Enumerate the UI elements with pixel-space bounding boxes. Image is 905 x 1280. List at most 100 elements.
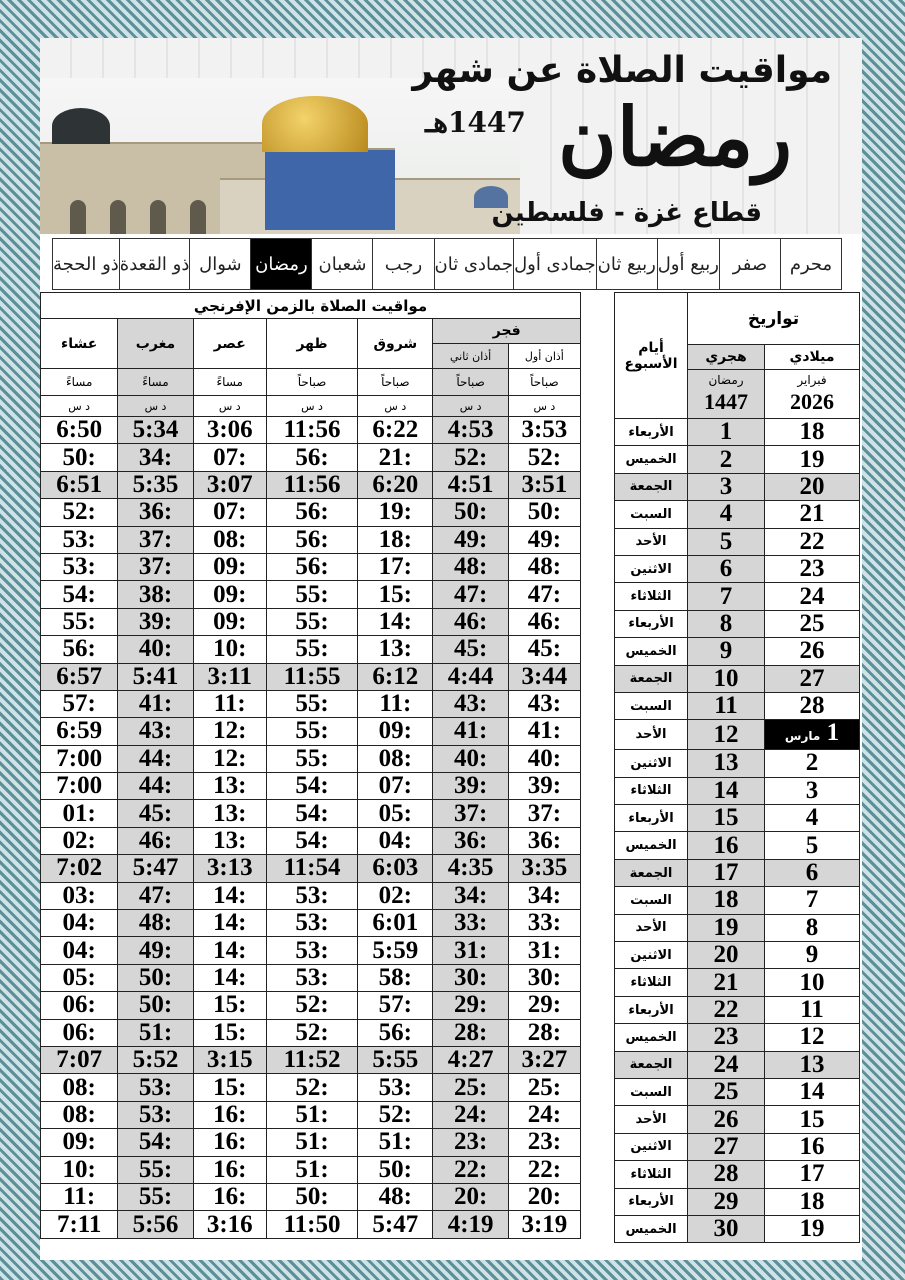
month-strip: محرم صفر ربيع أول ربيع ثان جمادى أول جمادى ثا… bbox=[52, 238, 842, 290]
asr-time: :08 bbox=[192, 525, 267, 554]
fajr2-time: :37 bbox=[432, 799, 509, 828]
fajr2-time: :46 bbox=[432, 607, 509, 637]
weekday: الأربعاء bbox=[614, 995, 688, 1025]
fajr1-time: :46 bbox=[507, 607, 582, 637]
date-row: 12 23 الخميس bbox=[614, 1023, 860, 1052]
gregorian-day: 25 bbox=[764, 609, 860, 639]
maghrib-time: :50 bbox=[117, 963, 194, 993]
asr-period: مساءً bbox=[192, 368, 267, 396]
location: قطاع غزة - فلسطين bbox=[491, 198, 762, 228]
date-row: 19 30 الخميس bbox=[614, 1214, 860, 1244]
maghrib-time: 5:35 bbox=[117, 470, 194, 500]
month-title: رمضان bbox=[558, 90, 792, 184]
shurooq-time: 6:03 bbox=[357, 854, 434, 883]
fajr1-time: :47 bbox=[507, 580, 582, 609]
fajr2-time: :50 bbox=[432, 498, 509, 527]
fajr1-time: 3:51 bbox=[507, 470, 582, 500]
table-row: :34:34:02:53:14:47:03 bbox=[39, 881, 582, 911]
fajr2-time: :49 bbox=[432, 525, 509, 554]
maghrib-time: :55 bbox=[117, 1182, 194, 1212]
shurooq-time: :52 bbox=[357, 1100, 434, 1130]
fajr1-time: :24 bbox=[507, 1100, 582, 1130]
fajr2-time: :40 bbox=[432, 744, 509, 774]
gregorian-day: 9 bbox=[764, 941, 860, 970]
maghrib-time: 5:41 bbox=[117, 662, 194, 691]
weekday: الاثنين bbox=[614, 941, 688, 970]
asr-time: :09 bbox=[192, 607, 267, 637]
table-row: :45:45:13:55:10:40:56 bbox=[39, 635, 582, 664]
fajr1-time: :43 bbox=[507, 689, 582, 719]
gregorian-day: 19 bbox=[764, 445, 860, 474]
hijri-day: 5 bbox=[687, 527, 765, 556]
fajr2-time: :33 bbox=[432, 909, 509, 938]
month-tab: ذو القعدة bbox=[118, 239, 189, 289]
maghrib-time: 5:47 bbox=[117, 854, 194, 883]
fajr1-time: :49 bbox=[507, 525, 582, 554]
fajr2-period: صباحاً bbox=[432, 368, 509, 396]
hijri-day: 4 bbox=[687, 500, 765, 529]
weekday: الخميس bbox=[614, 831, 688, 860]
isha-time: :03 bbox=[39, 881, 119, 911]
shurooq-time: :14 bbox=[357, 607, 434, 637]
table-row: :43:43:11:55:11:41:57 bbox=[39, 689, 582, 719]
asr-time: 3:06 bbox=[192, 415, 267, 445]
asr-time: 3:11 bbox=[192, 662, 267, 691]
gregorian-month-year: فبراير 2026 bbox=[764, 369, 860, 419]
isha-unit: د س bbox=[39, 395, 119, 417]
shurooq-time: 5:47 bbox=[357, 1210, 434, 1239]
weekday: الأحد bbox=[614, 913, 688, 943]
date-row: 28 11 السبت bbox=[614, 691, 860, 721]
hijri-day: 15 bbox=[687, 804, 765, 833]
fajr2-time: :28 bbox=[432, 1018, 509, 1047]
hijri-day: 1 bbox=[687, 417, 765, 447]
table-row: 3:27 4:27 5:55 11:52 3:15 5:52 7:07 bbox=[39, 1045, 582, 1075]
fajr1-time: :25 bbox=[507, 1073, 582, 1102]
maghrib-time: :45 bbox=[117, 799, 194, 828]
fajr2-time: :24 bbox=[432, 1100, 509, 1130]
gregorian-day: 27 bbox=[764, 664, 860, 693]
table-row: :23:23:51:51:16:54:09 bbox=[39, 1128, 582, 1157]
maghrib-time: :39 bbox=[117, 607, 194, 637]
gregorian-day: 15 bbox=[764, 1105, 860, 1134]
asr-time: :16 bbox=[192, 1182, 267, 1212]
hijri-day: 28 bbox=[687, 1160, 765, 1189]
fajr2-time: :48 bbox=[432, 552, 509, 582]
table-row: :37:37:05:54:13:45:01 bbox=[39, 799, 582, 828]
date-row: 9 20 الاثنين bbox=[614, 941, 860, 970]
maghrib-time: 5:52 bbox=[117, 1045, 194, 1075]
fajr1-time: :33 bbox=[507, 909, 582, 938]
isha-time: 7:02 bbox=[39, 854, 119, 883]
shurooq-time: :56 bbox=[357, 1018, 434, 1047]
maghrib-time: :55 bbox=[117, 1155, 194, 1184]
asr-time: :07 bbox=[192, 443, 267, 472]
isha-time: 6:57 bbox=[39, 662, 119, 691]
isha-period: مساءً bbox=[39, 368, 119, 396]
gregorian-day: 22 bbox=[764, 527, 860, 556]
table-row: 3:44 4:44 6:12 11:55 3:11 5:41 6:57 bbox=[39, 662, 582, 691]
weekday: الثلاثاء bbox=[614, 582, 688, 611]
dhuhr-time: :51 bbox=[265, 1128, 359, 1157]
gregorian-day: 14 bbox=[764, 1077, 860, 1107]
hijri-day: 25 bbox=[687, 1077, 765, 1107]
gregorian-day: 23 bbox=[764, 554, 860, 584]
hijri-day: 16 bbox=[687, 831, 765, 860]
maghrib-time: :46 bbox=[117, 826, 194, 856]
dhuhr-time: :55 bbox=[265, 607, 359, 637]
table-row: :40:40:08:55:12:44 7:00 bbox=[39, 744, 582, 774]
table-row: 3:19 4:19 5:47 11:50 3:16 5:56 7:11 bbox=[39, 1210, 582, 1239]
table-row: 3:53 4:53 6:22 11:56 3:06 5:34 6:50 bbox=[39, 415, 582, 445]
asr-time: :13 bbox=[192, 772, 267, 801]
maghrib-header: مغرب bbox=[117, 318, 194, 369]
fajr1-time: :31 bbox=[507, 936, 582, 965]
maghrib-time: :50 bbox=[117, 991, 194, 1020]
dhuhr-time: :51 bbox=[265, 1155, 359, 1184]
date-row: 16 27 الاثنين bbox=[614, 1132, 860, 1162]
fajr1-period: صباحاً bbox=[507, 368, 582, 396]
asr-time: :12 bbox=[192, 744, 267, 774]
shurooq-time: :17 bbox=[357, 552, 434, 582]
shurooq-time: :13 bbox=[357, 635, 434, 664]
date-row: 4 15 الأربعاء bbox=[614, 804, 860, 833]
table-row: :29:29:57:52:15:50:06 bbox=[39, 991, 582, 1020]
isha-time: 6:59 bbox=[39, 717, 119, 746]
asr-time: :15 bbox=[192, 1018, 267, 1047]
